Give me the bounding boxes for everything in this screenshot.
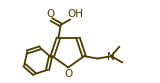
Text: O: O — [64, 69, 72, 79]
Text: OH: OH — [67, 9, 83, 19]
Text: N: N — [107, 52, 115, 62]
Text: O: O — [46, 9, 55, 19]
